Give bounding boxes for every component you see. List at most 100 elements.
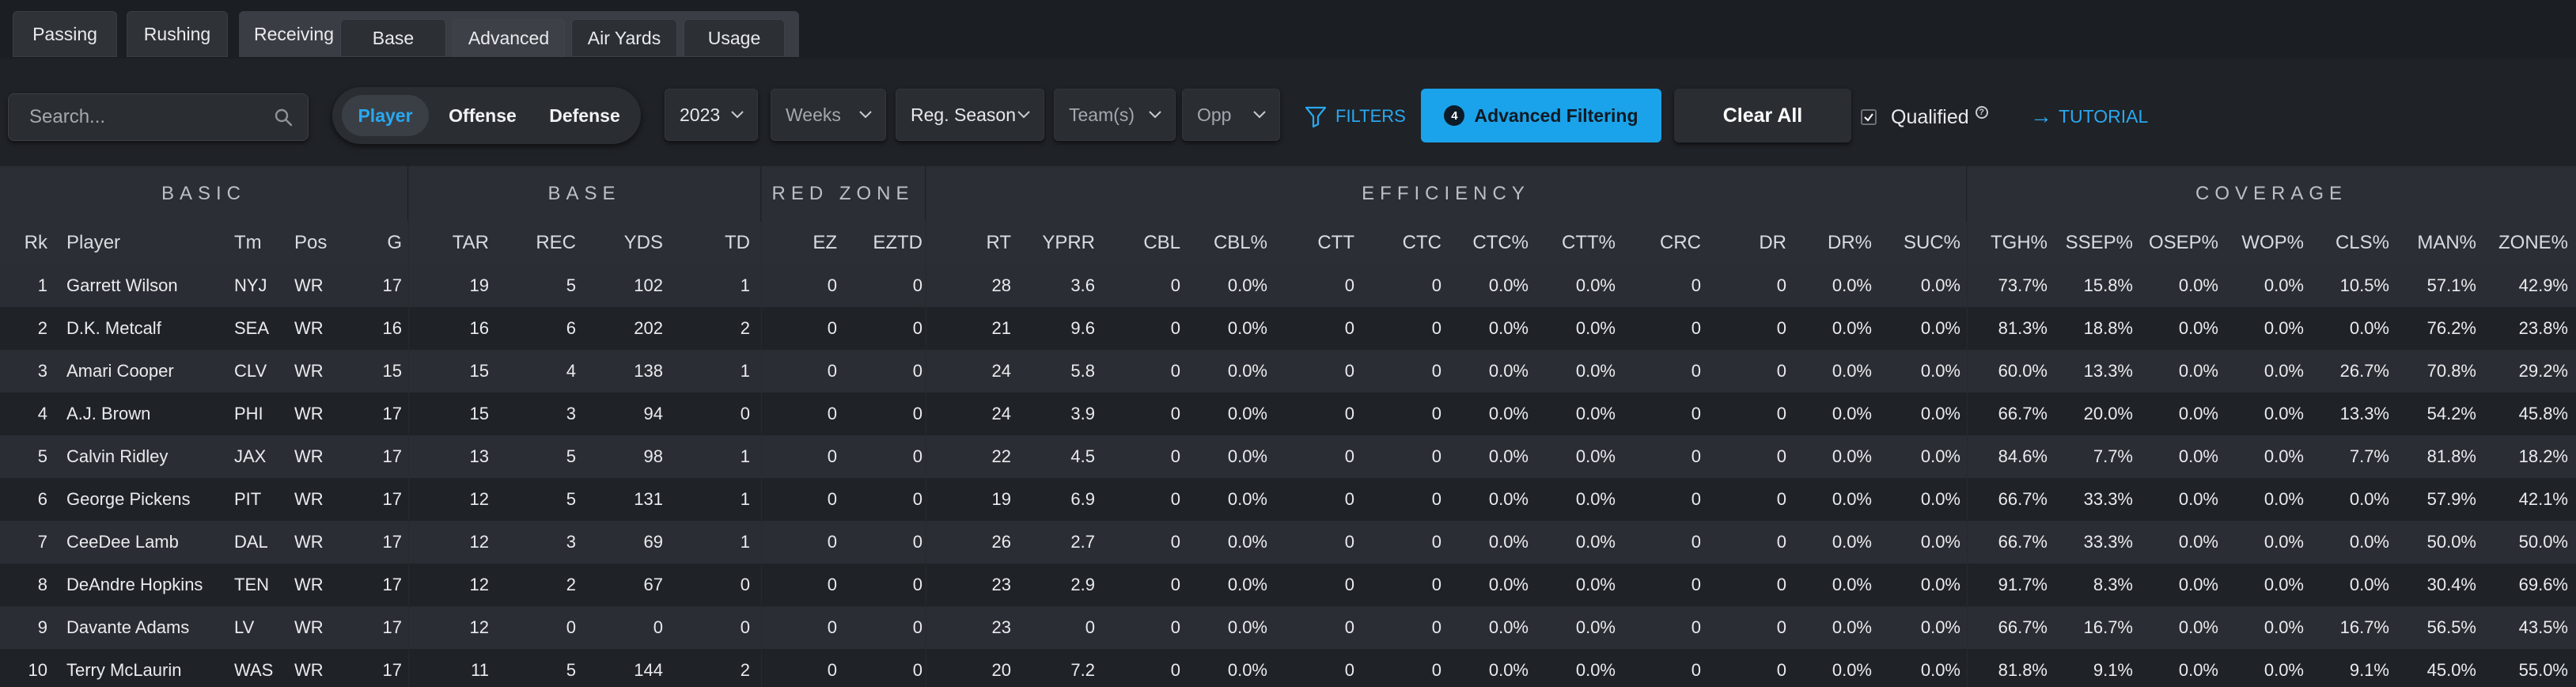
column-header-cbl[interactable]: CBL (1143, 232, 1180, 253)
column-header-eztd[interactable]: EZTD (873, 232, 922, 253)
table-row[interactable]: 3 Amari Cooper CLV WR 15 15 4 138 1 0 0 24 5.8 0 0.0% 0… (0, 350, 2576, 393)
column-header-dr-pct[interactable]: DR% (1827, 232, 1872, 253)
weeks-dropdown[interactable]: Weeks (771, 89, 886, 141)
search-icon[interactable] (273, 107, 294, 127)
column-header-yprr[interactable]: YPRR (1042, 232, 1095, 253)
column-header-pos[interactable]: Pos (294, 232, 328, 253)
table-cell: 0 (827, 446, 837, 466)
table-cell: WR (294, 361, 324, 381)
table-cell: 24 (991, 404, 1011, 423)
teams-dropdown[interactable]: Team(s) (1054, 89, 1176, 141)
table-cell: 29.2% (2518, 361, 2568, 381)
player-name-cell[interactable]: CeeDee Lamb (66, 532, 179, 552)
column-header-osep-pct[interactable]: OSEP% (2148, 232, 2218, 253)
subtab-usage[interactable]: Usage (684, 19, 785, 57)
tab-passing[interactable]: Passing (13, 11, 117, 57)
player-name-cell[interactable]: D.K. Metcalf (66, 318, 161, 338)
table-row[interactable]: 8 DeAndre Hopkins TEN WR 17 12 2 67 0 0 0 23 2.9 0 0.0… (0, 564, 2576, 606)
table-row[interactable]: 1 Garrett Wilson NYJ WR 17 19 5 102 1 0 0 28 3.6 0 0.0… (0, 264, 2576, 307)
player-name-cell[interactable]: DeAndre Hopkins (66, 575, 203, 594)
column-header-dr[interactable]: DR (1759, 232, 1786, 253)
player-name-cell[interactable]: George Pickens (66, 489, 191, 509)
table-cell: TEN (234, 575, 269, 594)
column-header-ssep-pct[interactable]: SSEP% (2065, 232, 2133, 253)
player-name-cell[interactable]: Calvin Ridley (66, 446, 169, 466)
table-cell: 0 (1691, 617, 1701, 637)
table-cell: 3.6 (1070, 275, 1095, 295)
column-header-tgh-pct[interactable]: TGH% (1991, 232, 2048, 253)
column-header-wop-pct[interactable]: WOP% (2241, 232, 2304, 253)
table-row[interactable]: 10 Terry McLaurin WAS WR 17 11 5 144 2 0 0 20 7.2 0 0.… (0, 649, 2576, 687)
player-name-cell[interactable]: Garrett Wilson (66, 275, 178, 295)
season-dropdown[interactable]: 2023 (665, 89, 758, 141)
chevron-down-icon (1253, 111, 1266, 119)
table-row[interactable]: 2 D.K. Metcalf SEA WR 16 16 6 202 2 0 0 21 9.6 0 0.0% 0… (0, 307, 2576, 350)
column-header-cbl-pct[interactable]: CBL% (1213, 232, 1267, 253)
table-cell: 17 (382, 275, 402, 295)
table-cell: 0 (912, 617, 922, 637)
clear-all-button[interactable]: Clear All (1674, 89, 1851, 142)
player-name-cell[interactable]: Davante Adams (66, 617, 190, 637)
table-cell: 0 (827, 361, 837, 381)
table-row[interactable]: 7 CeeDee Lamb DAL WR 17 12 3 69 1 0 0 26 2.7 0 0.0% 0 0 0… (0, 521, 2576, 564)
column-header-ctc[interactable]: CTC (1402, 232, 1441, 253)
subtab-advanced[interactable]: Advanced (453, 19, 565, 57)
column-header-rk[interactable]: Rk (24, 232, 47, 253)
toggle-defense[interactable]: Defense (549, 104, 620, 126)
column-header-yds[interactable]: YDS (623, 232, 663, 253)
player-name-cell[interactable]: Amari Cooper (66, 361, 174, 381)
table-cell: 2.7 (1070, 532, 1095, 552)
column-header-player[interactable]: Player (66, 232, 121, 253)
column-header-crc[interactable]: CRC (1660, 232, 1701, 253)
opp-dropdown[interactable]: Opp (1182, 89, 1280, 141)
table-row[interactable]: 5 Calvin Ridley JAX WR 17 13 5 98 1 0 0 22 4.5 0 0.0% 0… (0, 435, 2576, 478)
subtab-base[interactable]: Base (340, 19, 446, 57)
table-cell: 81.3% (1998, 318, 2048, 338)
column-header-ez[interactable]: EZ (813, 232, 837, 253)
subtab-air-yards[interactable]: Air Yards (571, 19, 677, 57)
toggle-offense[interactable]: Offense (449, 104, 517, 126)
table-cell: 2 (37, 318, 47, 338)
column-header-rec[interactable]: REC (536, 232, 576, 253)
column-header-ctt[interactable]: CTT (1317, 232, 1354, 253)
table-cell: 0 (1344, 318, 1354, 338)
player-name-cell[interactable]: A.J. Brown (66, 404, 151, 423)
filter-bar: Player Offense Defense 2023 Weeks Reg. S… (0, 59, 2576, 166)
table-cell: 0.0% (2263, 575, 2304, 594)
qualified-toggle[interactable]: Qualified ? (1861, 103, 1988, 131)
help-icon[interactable]: ? (1975, 106, 1988, 119)
table-cell: 0.0% (1920, 275, 1960, 295)
column-header-zone-pct[interactable]: ZONE% (2498, 232, 2568, 253)
advanced-filtering-button[interactable]: 4 Advanced Filtering (1421, 89, 1661, 142)
column-header-tm[interactable]: Tm (234, 232, 262, 253)
column-header-g[interactable]: G (387, 232, 402, 253)
table-cell: 15.8% (2083, 275, 2133, 295)
tab-rushing[interactable]: Rushing (127, 11, 228, 57)
table-cell: 0.0% (1575, 532, 1616, 552)
table-row[interactable]: 9 Davante Adams LV WR 17 12 0 0 0 0 0 23 0 0 0.0% 0 0 0.0… (0, 606, 2576, 649)
checkmark-icon (1864, 113, 1873, 122)
column-header-man-pct[interactable]: MAN% (2417, 232, 2476, 253)
table-row[interactable]: 6 George Pickens PIT WR 17 12 5 131 1 0 0 19 6.9 0 0.0… (0, 478, 2576, 521)
table-cell: 0.0% (1832, 446, 1872, 466)
column-header-suc-pct[interactable]: SUC% (1903, 232, 1960, 253)
column-header-ctc-pct[interactable]: CTC% (1472, 232, 1529, 253)
table-cell: 0 (740, 617, 750, 637)
column-header-tar[interactable]: TAR (452, 232, 489, 253)
table-cell: 19 (991, 489, 1011, 509)
column-header-cls-pct[interactable]: CLS% (2335, 232, 2389, 253)
table-row[interactable]: 4 A.J. Brown PHI WR 17 15 3 94 0 0 0 24 3.9 0 0.0% 0 0 0.… (0, 393, 2576, 435)
toggle-player[interactable]: Player (342, 95, 429, 136)
table-cell: 81.8% (1998, 660, 2048, 680)
column-header-rt[interactable]: RT (986, 232, 1011, 253)
column-header-td[interactable]: TD (725, 232, 750, 253)
qualified-checkbox[interactable] (1861, 109, 1877, 125)
table-cell: 0 (1776, 489, 1786, 509)
filters-button[interactable]: FILTERS (1304, 101, 1406, 131)
column-header-ctt-pct[interactable]: CTT% (1562, 232, 1616, 253)
search-input[interactable] (9, 94, 262, 140)
table-cell: 0.0% (1227, 617, 1267, 637)
player-name-cell[interactable]: Terry McLaurin (66, 660, 182, 680)
tutorial-link[interactable]: → TUTORIAL (2030, 101, 2148, 131)
season-type-dropdown[interactable]: Reg. Season (896, 89, 1044, 141)
